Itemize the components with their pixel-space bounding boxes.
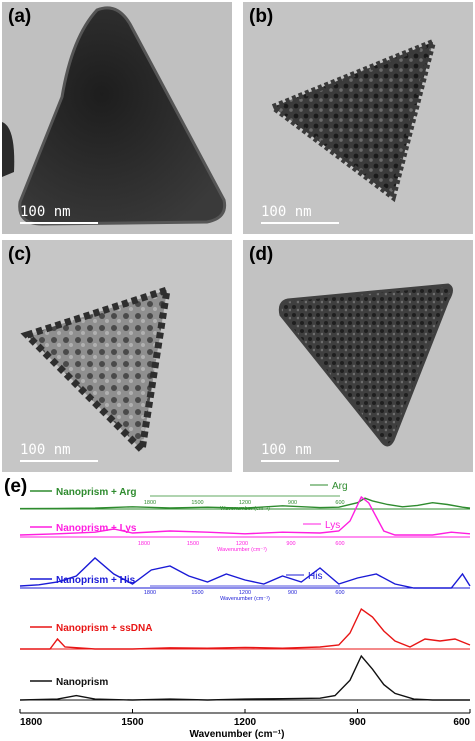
tem-panel-c: (c) 100 nm xyxy=(2,240,232,472)
inset-legend-label: Arg xyxy=(332,481,348,492)
inset-tick-label: 1500 xyxy=(187,541,199,547)
scale-text-d: 100 nm xyxy=(261,442,312,458)
legend-label: Nanoprism + Lys xyxy=(56,523,137,534)
tem-panel-a: (a) 100 nm xyxy=(2,2,232,234)
series-line xyxy=(20,607,471,650)
legend-label: Nanoprism + ssDNA xyxy=(56,623,152,634)
scale-text-c: 100 nm xyxy=(20,442,71,458)
tem-image-a xyxy=(2,2,232,234)
series-line xyxy=(19,654,470,701)
inset-tick-label: 1800 xyxy=(138,541,150,547)
scale-bar-c xyxy=(20,460,98,462)
legend-label: Nanoprism + Arg xyxy=(56,487,136,498)
scale-text-a: 100 nm xyxy=(20,204,71,220)
inset-tick-label: 1200 xyxy=(236,541,248,547)
inset-tick-label: 900 xyxy=(288,500,297,506)
legend-label: Nanoprism + His xyxy=(56,575,136,586)
inset-legend-label: His xyxy=(308,571,322,582)
x-tick-label: 600 xyxy=(453,717,470,728)
inset-tick-label: 1200 xyxy=(239,500,251,506)
inset-tick-label: 900 xyxy=(286,541,295,547)
tem-image-d xyxy=(243,240,473,472)
panel-label-a: (a) xyxy=(8,6,32,27)
x-axis-label: Wavenumber (cm⁻¹) xyxy=(190,729,285,740)
tem-panel-d: (d) 100 nm xyxy=(243,240,473,472)
tem-image-c xyxy=(2,240,232,472)
inset-tick-label: 600 xyxy=(335,500,344,506)
inset-tick-label: 1200 xyxy=(239,590,251,596)
series-line xyxy=(19,557,471,589)
x-tick-label: 1500 xyxy=(121,717,144,728)
inset-tick-label: 1500 xyxy=(191,500,203,506)
inset-axis-label: Wavenumber (cm⁻¹) xyxy=(220,506,270,512)
panel-label-e: (e) xyxy=(4,476,28,497)
x-tick-label: 900 xyxy=(349,717,366,728)
inset-legend-label: Lys xyxy=(325,520,340,531)
series-line xyxy=(19,497,471,510)
tem-image-b xyxy=(243,2,473,234)
spectra-chart: Nanoprism + Arg Nanoprism + Lys Nanoprism … xyxy=(19,481,471,740)
scale-text-b: 100 nm xyxy=(261,204,312,220)
x-tick-label: 1800 xyxy=(20,717,43,728)
inset-tick-label: 1800 xyxy=(144,500,156,506)
panel-label-d: (d) xyxy=(249,244,274,265)
inset-tick-label: 600 xyxy=(335,590,344,596)
inset-tick-label: 1500 xyxy=(191,590,203,596)
x-tick-label: 1200 xyxy=(234,717,257,728)
scale-bar-d xyxy=(261,460,339,462)
inset-tick-label: 900 xyxy=(288,590,297,596)
scale-bar-a xyxy=(20,222,98,224)
inset-tick-label: 600 xyxy=(335,541,344,547)
panel-label-b: (b) xyxy=(249,6,274,27)
tem-panel-b: (b) 100 nm xyxy=(243,2,473,234)
legend-label: Nanoprism xyxy=(56,677,108,688)
inset-axis-label: Wavenumber (cm⁻¹) xyxy=(220,596,270,602)
series-line xyxy=(19,495,471,536)
inset-axis-label: Wavenumber (cm⁻¹) xyxy=(217,547,267,553)
scale-bar-b xyxy=(261,222,339,224)
panel-label-c: (c) xyxy=(8,244,32,265)
inset-tick-label: 1800 xyxy=(144,590,156,596)
